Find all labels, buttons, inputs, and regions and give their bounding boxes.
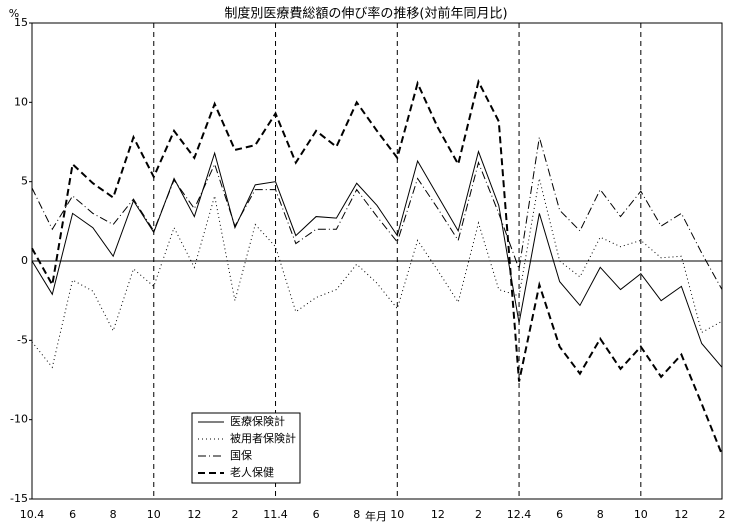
- x-tick-label: 2: [231, 508, 238, 521]
- x-tick-label: 11.4: [263, 508, 288, 521]
- y-tick-label: -15: [10, 492, 28, 505]
- legend-label: 被用者保険計: [230, 431, 296, 445]
- y-tick-label: -10: [10, 413, 28, 426]
- chart-title: 制度別医療費総額の伸び率の推移(対前年同月比): [224, 6, 507, 22]
- x-tick-label: 12: [431, 508, 445, 521]
- x-tick-label: 8: [597, 508, 604, 521]
- x-tick-label: 6: [69, 508, 76, 521]
- x-tick-label: 6: [556, 508, 563, 521]
- legend-label: 医療保険計: [230, 414, 285, 428]
- x-tick-label: 2: [719, 508, 726, 521]
- x-tick-label: 12: [187, 508, 201, 521]
- x-tick-label: 10: [634, 508, 648, 521]
- series-line: [31, 178, 723, 369]
- y-tick-label: 0: [21, 254, 28, 267]
- x-tick-label: 6: [313, 508, 320, 521]
- x-tick-label: 2: [475, 508, 482, 521]
- y-tick-label: 5: [21, 175, 28, 188]
- series-line: [31, 149, 723, 368]
- x-tick-label: 12: [674, 508, 688, 521]
- x-tick-label: 8: [353, 508, 360, 521]
- x-tick-label: 10: [147, 508, 161, 521]
- legend-label: 老人保健: [230, 465, 274, 479]
- x-tick-label: 10: [390, 508, 404, 521]
- x-tick-label: 8: [110, 508, 117, 521]
- x-axis-label: 年月: [365, 509, 387, 523]
- x-tick-label: 12.4: [507, 508, 532, 521]
- y-tick-label: 15: [14, 16, 28, 29]
- y-tick-label: -5: [17, 333, 28, 346]
- legend-label: 国保: [230, 448, 252, 462]
- y-tick-label: 10: [14, 95, 28, 108]
- series-line: [31, 137, 723, 290]
- legend-box: [191, 412, 301, 484]
- series-line: [31, 78, 723, 455]
- y-axis-label: %: [9, 7, 19, 20]
- x-tick-label: 10.4: [20, 508, 45, 521]
